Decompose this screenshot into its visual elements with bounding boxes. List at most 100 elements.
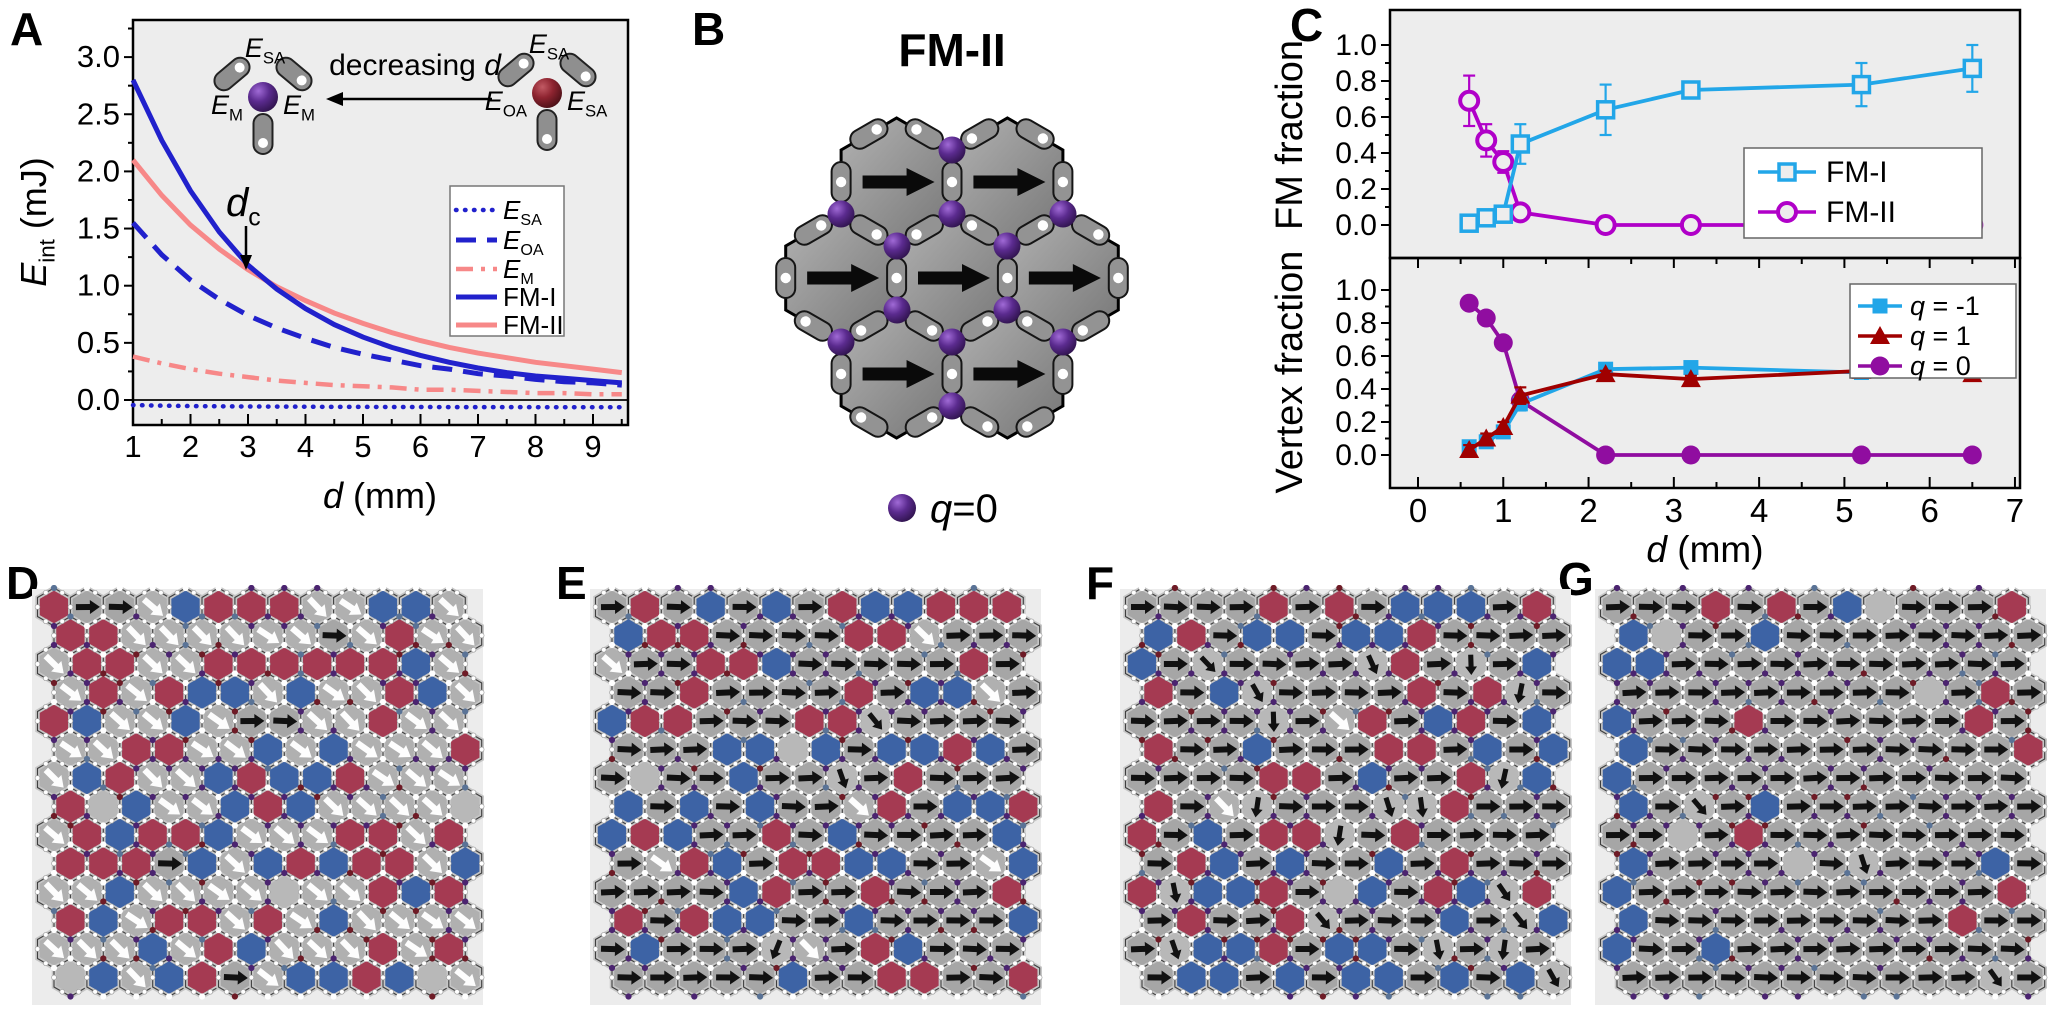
q0-sphere — [938, 200, 966, 228]
x-tick-label: 0 — [1409, 492, 1427, 529]
x-tick-label: 7 — [2006, 492, 2024, 529]
panel-b-fm2-diagram: FM-II q=0 — [775, 24, 1129, 531]
q0-sphere — [883, 296, 911, 324]
curve-FM-I — [130, 78, 622, 386]
panel-label-e: E — [556, 557, 587, 609]
legend-entry-E_OA: EOA — [503, 225, 544, 259]
annotation-dc: dc — [226, 181, 261, 270]
x-tick-label: 5 — [354, 429, 371, 464]
x-axis-label-a: d (mm) — [323, 475, 437, 516]
legend-c-top: FM-I FM-II — [1743, 147, 1983, 239]
lattice-d-vertex-dots — [34, 585, 485, 1000]
q0-sphere — [993, 296, 1021, 324]
q0-sphere — [1049, 200, 1077, 228]
panel-c-fraction-charts: FM fraction Vertex fraction 0 1 2 3 4 5 6 70.00… — [1269, 8, 2024, 570]
legend-entry-q0: q = 0 — [1910, 351, 1971, 381]
y-tick-label: 1.0 — [1335, 29, 1377, 62]
y-tick-label: 0.4 — [1335, 373, 1377, 406]
y-tick-label: 0.0 — [77, 382, 120, 417]
x-tick-label: 2 — [182, 429, 199, 464]
x-axis-label-c: d (mm) — [1646, 529, 1763, 570]
q0-sphere — [827, 328, 855, 356]
legend-entry-FM-I: FM-I — [503, 282, 556, 312]
panel-a-energy-chart: 1 2 3 4 5 6 7 8 9 0.0 0.5 1.0 1.5 2.0 2.5 3.0 d (mm) Eint… — [13, 18, 630, 516]
x-tick-label: 7 — [469, 429, 486, 464]
x-tick-label: 3 — [239, 429, 256, 464]
x-tick-label: 8 — [527, 429, 544, 464]
dc-label: dc — [226, 181, 261, 232]
x-tick-label: 1 — [1494, 492, 1512, 529]
q0-sphere — [938, 328, 966, 356]
y-tick-label: 0.0 — [1335, 209, 1377, 242]
x-tick-label: 2 — [1579, 492, 1597, 529]
inset-decreasing-d-arrow — [326, 92, 492, 106]
y-tick-label: 0.6 — [1335, 101, 1377, 134]
q0-sphere — [827, 200, 855, 228]
curve-E_OA — [131, 221, 622, 388]
y-tick-label: 0.4 — [1335, 137, 1377, 170]
moment-arrow-right — [973, 360, 1046, 388]
curve-E_M — [132, 354, 622, 397]
inset-label-top: ESA — [245, 33, 286, 67]
y-tick-label: 1.0 — [1335, 274, 1377, 307]
x-tick-label: 5 — [1835, 492, 1853, 529]
y-tick-label: 0.8 — [1335, 307, 1377, 340]
legend-entry-q-1: q = -1 — [1910, 291, 1980, 321]
moment-arrow-right — [918, 264, 990, 292]
q0-sphere — [993, 232, 1021, 260]
q0-legend-label: q=0 — [930, 487, 998, 531]
sphere — [248, 82, 278, 112]
sphere — [532, 78, 562, 108]
y-tick-label: 0.0 — [1335, 439, 1377, 472]
y-tick-label: 0.5 — [77, 325, 120, 360]
lattice-e-vertex-dots — [592, 585, 1043, 1000]
q0-sphere — [938, 136, 966, 164]
inset-label-right: EM — [283, 90, 315, 124]
y-tick-label: 2.0 — [77, 153, 120, 188]
inset-label-top: ESA — [529, 29, 570, 63]
lattice-f-vertex-dots — [1122, 585, 1573, 1000]
curve-FM-II — [131, 158, 623, 376]
panel-f-lattice — [1120, 585, 1573, 1005]
panel-label-f: F — [1086, 557, 1115, 609]
x-tick-label: 3 — [1665, 492, 1683, 529]
legend-entry-FM-II: FM-II — [1826, 196, 1896, 229]
inset-label-left: EOA — [485, 86, 528, 120]
y-tick-label: 3.0 — [77, 39, 120, 74]
y-tick-label: 0.2 — [1335, 406, 1377, 439]
curve-E_SA — [130, 402, 625, 410]
moment-arrow-right — [807, 264, 880, 292]
panel-b-title: FM-II — [898, 24, 1005, 76]
panel-d-lattice — [32, 585, 485, 1005]
x-tick-label: 6 — [412, 429, 429, 464]
q0-vertex-spheres — [827, 136, 1077, 420]
panel-label-a: A — [10, 3, 44, 55]
panel-label-b: B — [692, 3, 726, 55]
series-FM-I — [1459, 43, 1983, 233]
q0-sphere — [883, 232, 911, 260]
panel-label-c: C — [1290, 0, 1324, 51]
edge-capsules — [775, 118, 1129, 438]
inset-label-right: ESA — [567, 86, 608, 120]
legend-entry-E_SA: ESA — [503, 195, 542, 229]
moment-arrow-right — [862, 168, 935, 196]
inset-label-left: EM — [211, 90, 243, 124]
y-tick-label: 0.8 — [1335, 65, 1377, 98]
moment-arrow-right — [862, 360, 935, 388]
moment-arrow-right — [973, 168, 1046, 196]
panel-e-lattice — [590, 585, 1043, 1005]
lattice-g-vertex-dots — [1597, 585, 2048, 1000]
y-tick-label: 0.2 — [1335, 173, 1377, 206]
moment-arrow-right — [1028, 264, 1101, 292]
legend-entry-FM-II: FM-II — [503, 310, 564, 340]
q0-legend-dot — [888, 494, 916, 522]
q0-sphere — [1049, 328, 1077, 356]
legend-entry-E_M: EM — [503, 254, 534, 288]
y-axis-label-vertex-fraction: Vertex fraction — [1269, 251, 1311, 494]
fraction-plots: 0 1 2 3 4 5 6 70.00.00.20.20.40.40.60.60.80.81.… — [1335, 8, 2024, 529]
y-tick-label: 1.5 — [77, 211, 120, 246]
y-tick-label: 1.0 — [77, 268, 120, 303]
